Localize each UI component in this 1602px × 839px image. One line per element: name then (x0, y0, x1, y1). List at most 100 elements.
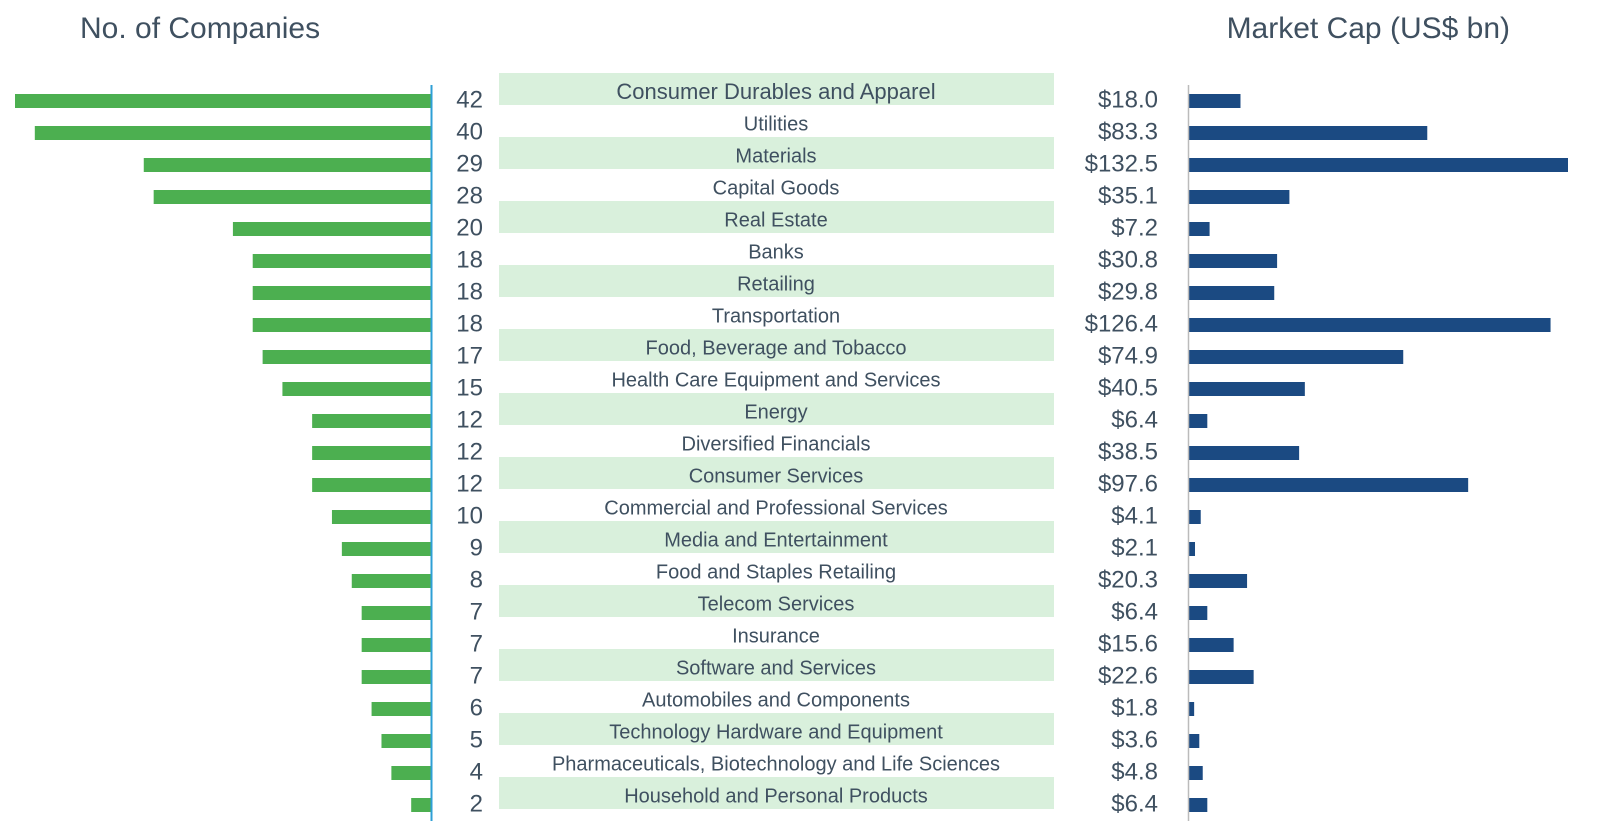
right-bar (1189, 94, 1241, 108)
right-bar (1189, 286, 1275, 300)
right-bar (1189, 254, 1278, 268)
left-value-label: 20 (456, 214, 483, 241)
left-bar (312, 414, 431, 428)
left-bar (34, 126, 432, 140)
category-band (499, 329, 1054, 361)
category-label: Insurance (732, 625, 820, 647)
category-label: Energy (744, 401, 807, 423)
left-value-label: 42 (456, 86, 483, 113)
right-bar (1189, 638, 1234, 652)
right-value-label: $20.3 (1098, 566, 1158, 593)
category-label: Pharmaceuticals, Biotechnology and Life … (552, 753, 1000, 775)
left-bar (371, 702, 431, 716)
category-label: Commercial and Professional Services (604, 497, 947, 519)
category-label: Consumer Durables and Apparel (616, 79, 935, 104)
right-value-label: $35.1 (1098, 182, 1158, 209)
category-label: Technology Hardware and Equipment (609, 721, 943, 743)
left-bar (411, 798, 431, 812)
category-label: Retailing (737, 273, 815, 295)
left-bar (381, 734, 431, 748)
right-value-label: $6.4 (1111, 790, 1158, 817)
left-bar (361, 606, 431, 620)
category-label: Health Care Equipment and Services (611, 369, 940, 391)
right-value-label: $97.6 (1098, 470, 1158, 497)
category-label: Real Estate (724, 209, 827, 231)
left-value-label: 4 (470, 758, 483, 785)
left-bar (331, 510, 431, 524)
left-bar (262, 350, 431, 364)
category-label: Telecom Services (698, 593, 855, 615)
left-value-label: 12 (456, 406, 483, 433)
left-value-label: 5 (470, 726, 483, 753)
category-label: Consumer Services (689, 465, 864, 487)
left-title: No. of Companies (80, 12, 320, 45)
left-value-label: 7 (470, 630, 483, 657)
right-value-label: $7.2 (1111, 214, 1158, 241)
left-bar (312, 446, 431, 460)
right-value-label: $30.8 (1098, 246, 1158, 273)
right-value-label: $18.0 (1098, 86, 1158, 113)
right-value-label: $3.6 (1111, 726, 1158, 753)
left-value-label: 6 (470, 694, 483, 721)
category-label: Media and Entertainment (664, 529, 888, 551)
category-label: Transportation (712, 305, 840, 327)
right-bar (1189, 510, 1201, 524)
left-bar (252, 286, 431, 300)
left-value-label: 9 (470, 534, 483, 561)
right-value-label: $6.4 (1111, 406, 1158, 433)
left-value-label: 28 (456, 182, 483, 209)
left-value-label: 18 (456, 246, 483, 273)
left-value-label: 29 (456, 150, 483, 177)
category-label: Food and Staples Retailing (656, 561, 896, 583)
category-band (499, 521, 1054, 553)
left-value-label: 10 (456, 502, 483, 529)
right-value-label: $40.5 (1098, 374, 1158, 401)
category-band (499, 201, 1054, 233)
left-bar (312, 478, 431, 492)
right-bar (1189, 222, 1210, 236)
left-bar (252, 318, 431, 332)
left-value-label: 8 (470, 566, 483, 593)
right-value-label: $132.5 (1085, 150, 1158, 177)
category-band (499, 393, 1054, 425)
left-bar (143, 158, 431, 172)
right-value-label: $4.8 (1111, 758, 1158, 785)
left-value-label: 40 (456, 118, 483, 145)
left-bar (361, 638, 431, 652)
category-band (499, 457, 1054, 489)
right-bar (1189, 734, 1200, 748)
right-bar (1189, 798, 1208, 812)
left-bar (351, 574, 431, 588)
right-bar (1189, 606, 1208, 620)
category-label: Automobiles and Components (642, 689, 910, 711)
left-value-label: 18 (456, 310, 483, 337)
right-value-label: $15.6 (1098, 630, 1158, 657)
left-value-label: 7 (470, 598, 483, 625)
right-value-label: $6.4 (1111, 598, 1158, 625)
left-value-label: 12 (456, 438, 483, 465)
right-bar (1189, 478, 1469, 492)
right-value-label: $38.5 (1098, 438, 1158, 465)
category-label: Capital Goods (713, 177, 840, 199)
category-band (499, 713, 1054, 745)
left-value-label: 17 (456, 342, 483, 369)
category-label: Software and Services (676, 657, 876, 679)
category-label: Food, Beverage and Tobacco (646, 337, 907, 359)
left-value-label: 2 (470, 790, 483, 817)
left-bar (391, 766, 431, 780)
left-bar (282, 382, 431, 396)
left-value-label: 12 (456, 470, 483, 497)
category-label: Banks (748, 241, 804, 263)
category-label: Diversified Financials (682, 433, 871, 455)
right-bar (1189, 350, 1404, 364)
right-bar (1189, 702, 1195, 716)
right-bar (1189, 158, 1568, 172)
right-bar (1189, 414, 1208, 428)
right-value-label: $1.8 (1111, 694, 1158, 721)
right-value-label: $29.8 (1098, 278, 1158, 305)
left-bar (361, 670, 431, 684)
right-value-label: $83.3 (1098, 118, 1158, 145)
category-band (499, 585, 1054, 617)
left-bar (341, 542, 431, 556)
right-bar (1189, 126, 1428, 140)
